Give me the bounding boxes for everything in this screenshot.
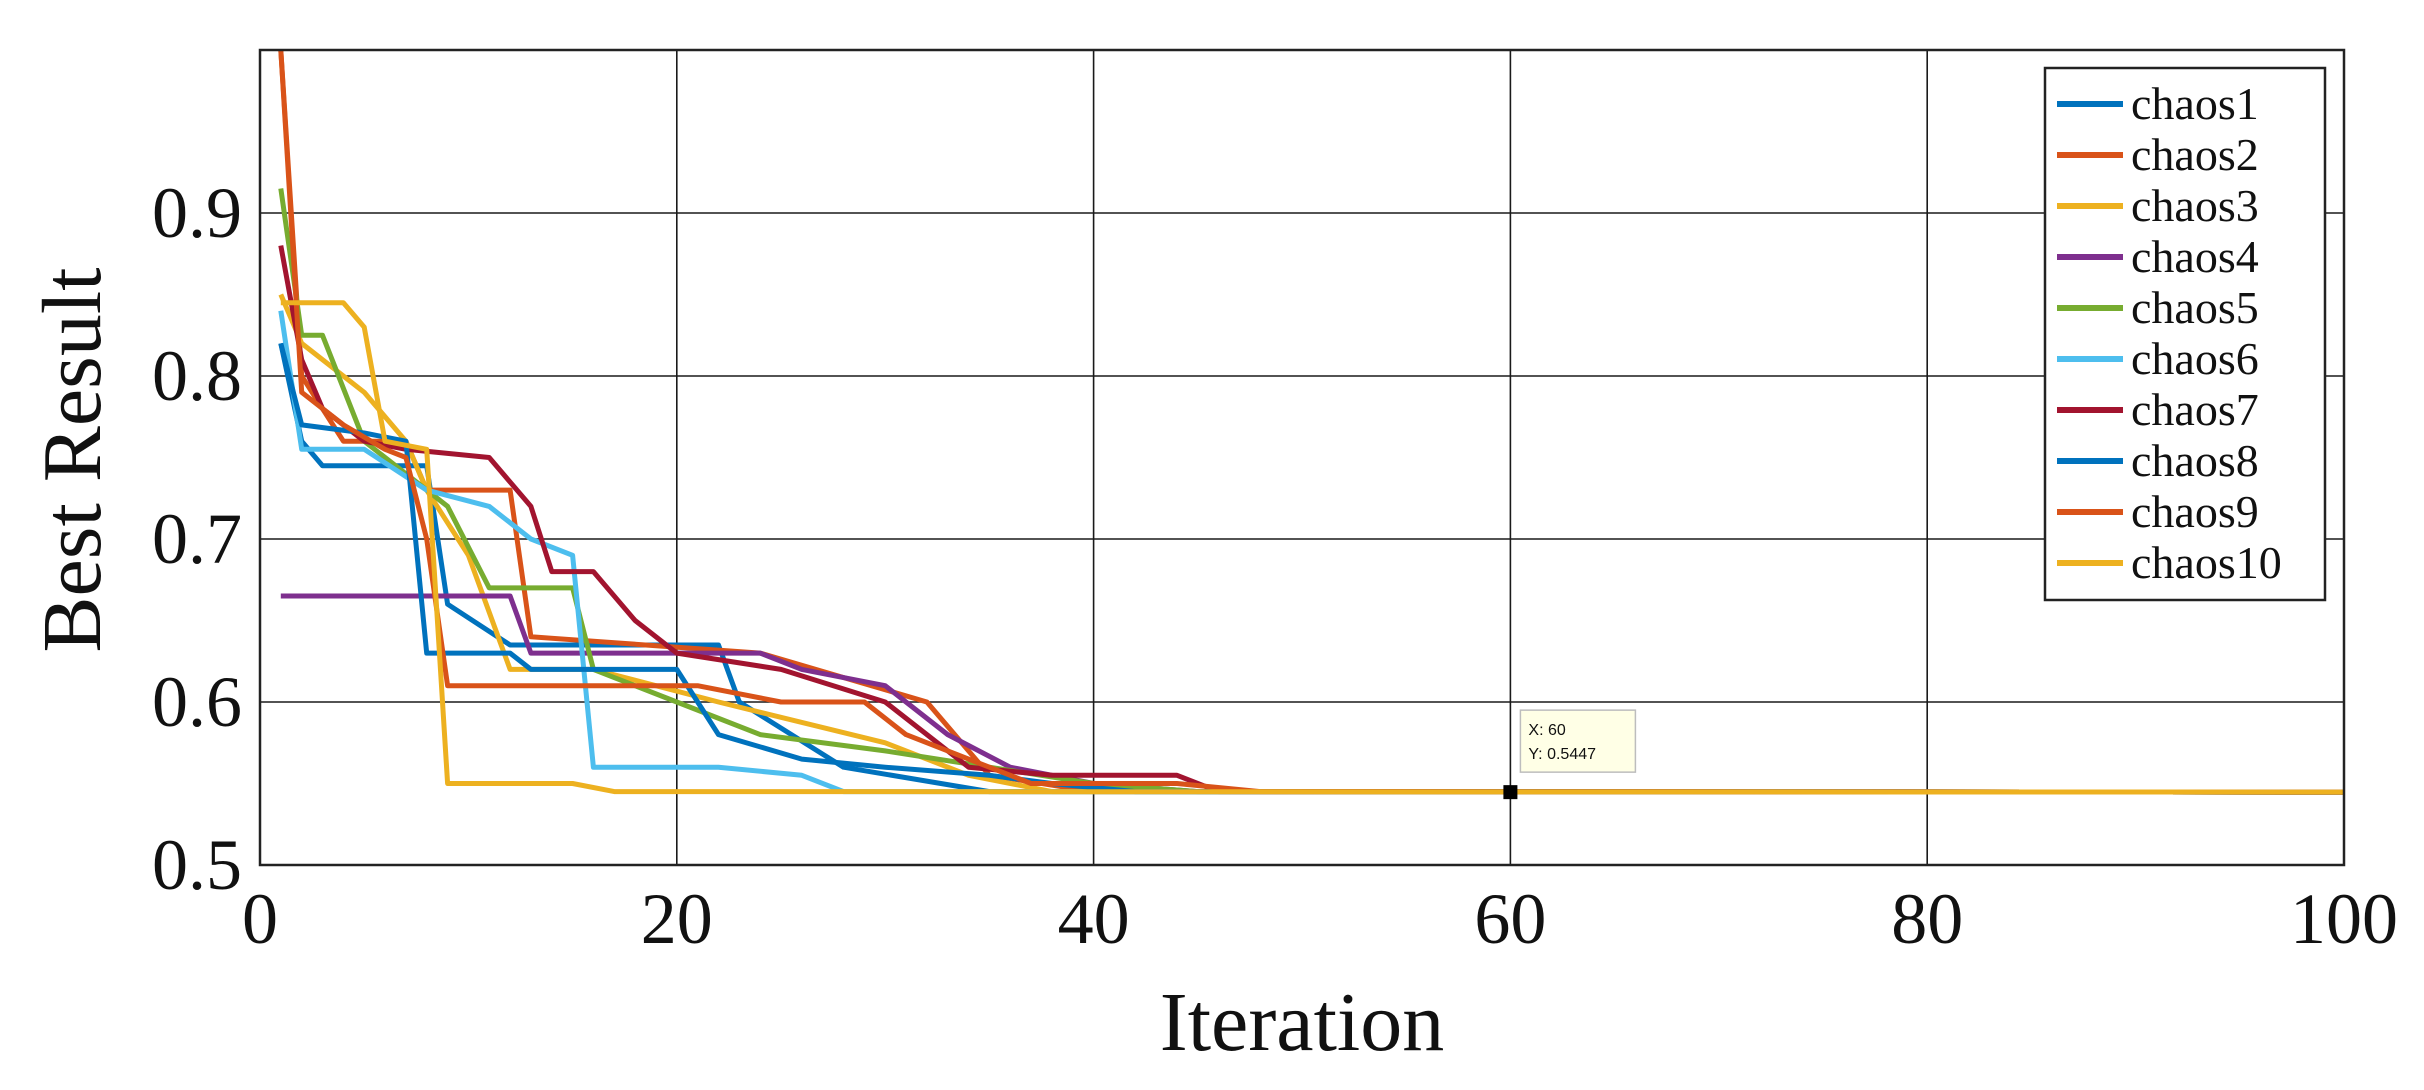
y-tick-label: 0.7 <box>152 499 242 579</box>
x-axis-label: Iteration <box>1160 976 1445 1069</box>
grid <box>260 50 2344 865</box>
y-tick-label: 0.6 <box>152 662 242 742</box>
legend-label-chaos7: chaos7 <box>2131 384 2259 435</box>
series-line-chaos6 <box>278 310 2344 795</box>
series-line-chaos10 <box>280 300 2344 795</box>
legend-label-chaos2: chaos2 <box>2131 129 2259 180</box>
legend-label-chaos6: chaos6 <box>2131 333 2259 384</box>
x-tick-label: 20 <box>641 879 713 959</box>
series-line-chaos9 <box>278 50 2344 795</box>
y-tick-label: 0.8 <box>152 336 242 416</box>
series-line-chaos8 <box>278 342 2344 795</box>
legend-label-chaos4: chaos4 <box>2131 231 2259 282</box>
legend: chaos1chaos2chaos3chaos4chaos5chaos6chao… <box>2043 66 2327 602</box>
y-axis-label: Best Result <box>26 267 119 652</box>
ticks: 0 20 40 60 80 100 0.5 0.6 0.7 0.8 0.9 <box>152 173 2398 959</box>
x-tick-label: 60 <box>1474 879 1546 959</box>
x-tick-label: 40 <box>1058 879 1130 959</box>
plot-frame <box>258 48 2346 867</box>
datatip-marker[interactable] <box>1503 785 1518 800</box>
series-layer <box>278 50 2344 795</box>
datatip-y-label: Y: 0.5447 <box>1528 746 1596 763</box>
x-tick-label: 100 <box>2290 879 2398 959</box>
x-tick-label: 80 <box>1891 879 1963 959</box>
legend-label-chaos9: chaos9 <box>2131 486 2259 537</box>
legend-label-chaos1: chaos1 <box>2131 78 2259 129</box>
datatip[interactable]: X: 60 Y: 0.5447 <box>1503 709 1637 800</box>
plot-background <box>260 50 2344 865</box>
datatip-x-label: X: 60 <box>1528 722 1565 739</box>
legend-label-chaos10: chaos10 <box>2131 537 2282 588</box>
x-tick-label: 0 <box>242 879 278 959</box>
legend-label-chaos8: chaos8 <box>2131 435 2259 486</box>
series-line-chaos1 <box>278 342 2344 795</box>
datatip-box <box>1519 709 1637 773</box>
y-tick-label: 0.9 <box>152 173 242 253</box>
y-tick-label: 0.5 <box>152 825 242 905</box>
legend-label-chaos3: chaos3 <box>2131 180 2259 231</box>
legend-label-chaos5: chaos5 <box>2131 282 2259 333</box>
